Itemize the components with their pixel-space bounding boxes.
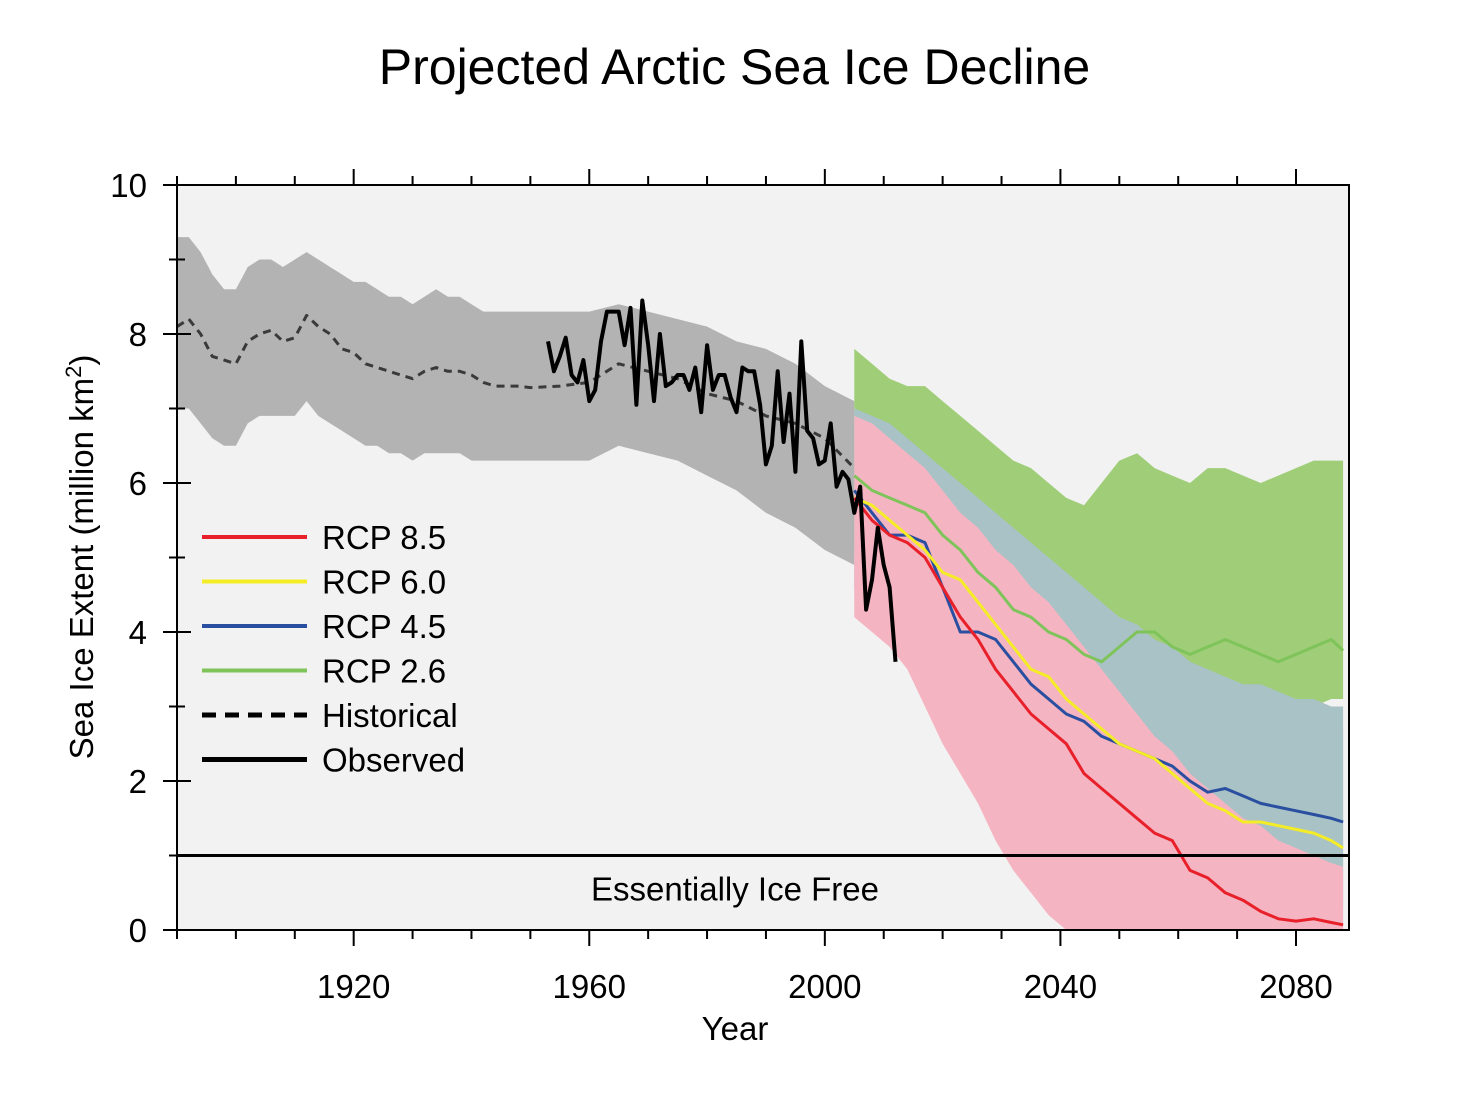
legend-label: Observed <box>322 742 465 779</box>
legend-label: RCP 4.5 <box>322 608 446 645</box>
band-rcp-8-5 <box>854 415 1344 930</box>
line-historical <box>176 313 856 470</box>
x-tick-label: 1920 <box>317 968 390 1005</box>
x-tick-label: 2000 <box>788 968 861 1005</box>
y-tick-label: 0 <box>129 912 147 949</box>
line-rcp-6-0 <box>853 496 1344 850</box>
threshold-label: Essentially Ice Free <box>591 871 879 908</box>
y-tick-label: 2 <box>129 763 147 800</box>
x-axis-label: Year <box>702 1010 769 1047</box>
axes: 1920 1960 2000 2040 2080 0 2 4 6 8 10 <box>110 167 1350 1005</box>
line-rcp-2-6 <box>853 474 1345 664</box>
band-historical <box>177 237 855 565</box>
y-tick-label: 10 <box>110 167 147 204</box>
line-rcp-8-5 <box>853 496 1344 927</box>
legend: RCP 8.5 RCP 6.0 RCP 4.5 RCP 2.6 Historical Ob… <box>202 519 465 779</box>
y-tick-label: 6 <box>129 465 147 502</box>
x-tick-label: 2080 <box>1259 968 1332 1005</box>
y-axis-label: Sea Ice Extent (million km2) <box>61 355 100 760</box>
uncertainty-bands <box>177 237 1344 930</box>
y-tick-label: 4 <box>129 614 147 651</box>
series-lines <box>176 298 1345 927</box>
y-tick-label: 8 <box>129 316 147 353</box>
x-tick-label: 1960 <box>553 968 626 1005</box>
legend-label: Historical <box>322 697 458 734</box>
chart-title: Projected Arctic Sea Ice Decline <box>378 39 1091 95</box>
x-tick-label: 2040 <box>1024 968 1097 1005</box>
ice-free-threshold: Essentially Ice Free <box>177 854 1349 908</box>
legend-label: RCP 2.6 <box>322 653 446 690</box>
line-rcp-4-5 <box>853 489 1344 824</box>
legend-label: RCP 8.5 <box>322 519 446 556</box>
legend-label: RCP 6.0 <box>322 564 446 601</box>
line-observed <box>546 298 898 662</box>
